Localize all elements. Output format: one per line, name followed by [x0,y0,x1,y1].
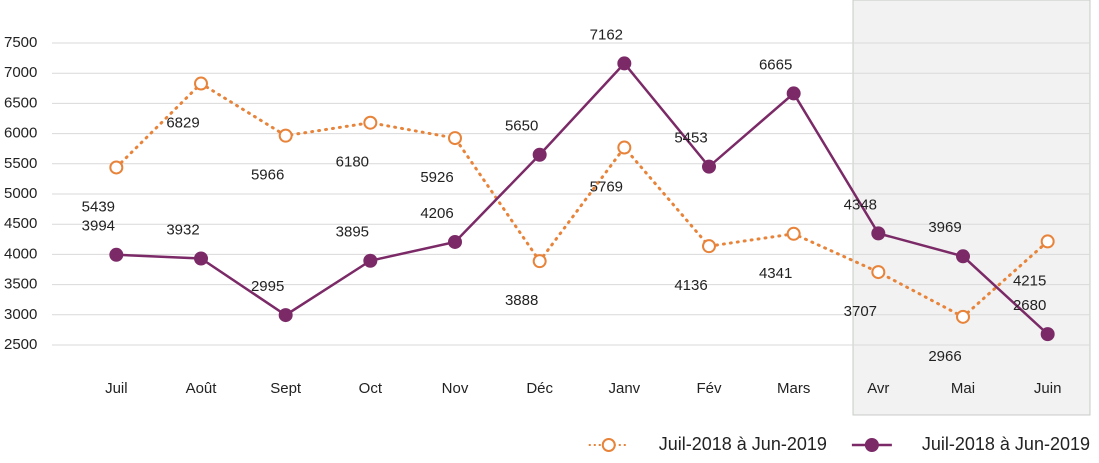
data-label: 5966 [251,167,284,184]
point-marker [109,160,124,175]
y-tick-label: 5000 [4,185,37,202]
point-marker [532,254,547,269]
data-label: 6829 [166,114,199,131]
legend-label: Juil-2018 à Jun-2019 [659,434,827,454]
point-marker [1040,234,1055,249]
data-label: 3895 [336,224,369,241]
y-tick-label: 4500 [4,215,37,232]
point-marker [448,131,462,146]
x-tick-label: Nov [442,380,469,397]
point-marker [871,226,886,241]
data-label: 3707 [844,303,877,320]
highlight-region [852,0,1091,416]
x-tick-label: Mai [951,380,975,397]
data-label: 3888 [505,292,538,309]
y-tick-label: 7500 [4,34,37,51]
point-marker [786,226,801,241]
series-line [114,81,1050,319]
point-marker [363,253,378,268]
y-tick-label: 3000 [4,306,37,323]
x-tick-label: Déc [526,380,553,397]
x-tick-label: Juil [105,380,128,397]
data-label: 7162 [590,26,623,43]
x-tick-label: Oct [359,380,383,397]
point-marker [956,309,970,324]
x-tick-label: Mars [777,380,810,397]
data-label: 2995 [251,278,284,295]
y-tick-label: 7000 [4,64,37,81]
point-marker [1040,327,1055,342]
x-tick-label: Août [186,380,218,397]
series-line [116,61,1049,336]
point-marker [786,86,801,101]
data-label: 4215 [1013,272,1046,289]
data-label: 3994 [82,218,115,235]
legend-label: Juil-2018 à Jun-2019 [922,434,1090,454]
point-marker [532,147,547,162]
point-marker [194,76,208,91]
y-tick-label: 5500 [4,155,37,172]
point-marker [956,249,970,264]
data-label: 4206 [420,205,453,222]
data-label: 3932 [166,221,199,238]
y-tick-label: 4000 [4,245,37,262]
legend-marker [864,438,879,452]
y-tick-label: 6000 [4,125,37,142]
point-marker [617,56,632,71]
data-label: 4348 [844,196,877,213]
point-marker [617,140,632,155]
legend-marker [601,438,616,452]
x-tick-label: Janv [608,380,640,397]
data-label: 6180 [336,154,369,171]
point-marker [109,247,124,262]
data-label: 5453 [674,130,707,147]
point-marker [702,159,716,174]
point-marker [871,265,886,280]
x-tick-label: Avr [867,380,889,397]
point-marker [278,308,293,323]
y-tick-label: 2500 [4,336,37,353]
data-label: 5769 [590,179,623,196]
data-label: 2966 [928,348,961,365]
x-tick-label: Sept [270,380,302,397]
data-label: 5439 [82,198,115,215]
data-label: 3969 [928,219,961,236]
data-label: 4136 [674,277,707,294]
data-label: 6665 [759,56,792,73]
point-marker [363,115,378,130]
x-tick-label: Fév [696,380,722,397]
data-label: 5650 [505,118,538,135]
y-tick-label: 3500 [4,276,37,293]
point-marker [448,234,462,249]
point-marker [194,251,208,266]
data-label: 2680 [1013,297,1046,314]
x-tick-label: Juin [1034,380,1062,397]
data-label: 5926 [420,169,453,186]
point-marker [278,128,293,143]
y-tick-label: 6500 [4,94,37,111]
data-label: 4341 [759,265,792,282]
point-marker [702,239,716,254]
